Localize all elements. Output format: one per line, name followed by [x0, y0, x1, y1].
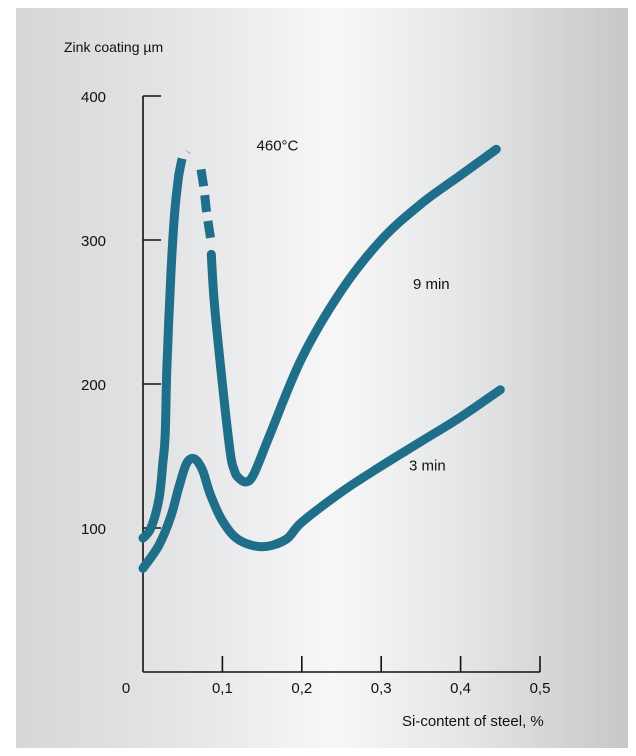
series-line-9-min-dashed	[174, 147, 191, 177]
x-tick-label: 0,4	[450, 680, 471, 697]
x-tick-label: 0,1	[212, 680, 233, 697]
series-label: 3 min	[409, 457, 446, 474]
series-label: 9 min	[413, 276, 450, 293]
x-tick-label: 0,3	[371, 680, 392, 697]
series-line-9-min-dashed	[196, 168, 216, 244]
x-tick-label: 0,2	[291, 680, 312, 697]
y-tick-label: 100	[81, 521, 106, 538]
series-line-9-min	[138, 170, 184, 543]
y-tick-label: 300	[81, 233, 106, 250]
temperature-annotation: 460°C	[257, 138, 299, 155]
x-axis-title: Si-content of steel, %	[402, 713, 544, 730]
x-origin-label: 0	[122, 680, 130, 697]
chart-background	[16, 8, 628, 748]
series-line-3-min	[138, 385, 505, 573]
series-line-9-min	[206, 144, 501, 487]
x-tick-label: 0,5	[530, 680, 551, 697]
y-tick-label: 200	[81, 377, 106, 394]
y-axis-title: Zink coating µm	[64, 39, 163, 55]
y-tick-label: 400	[81, 89, 106, 106]
